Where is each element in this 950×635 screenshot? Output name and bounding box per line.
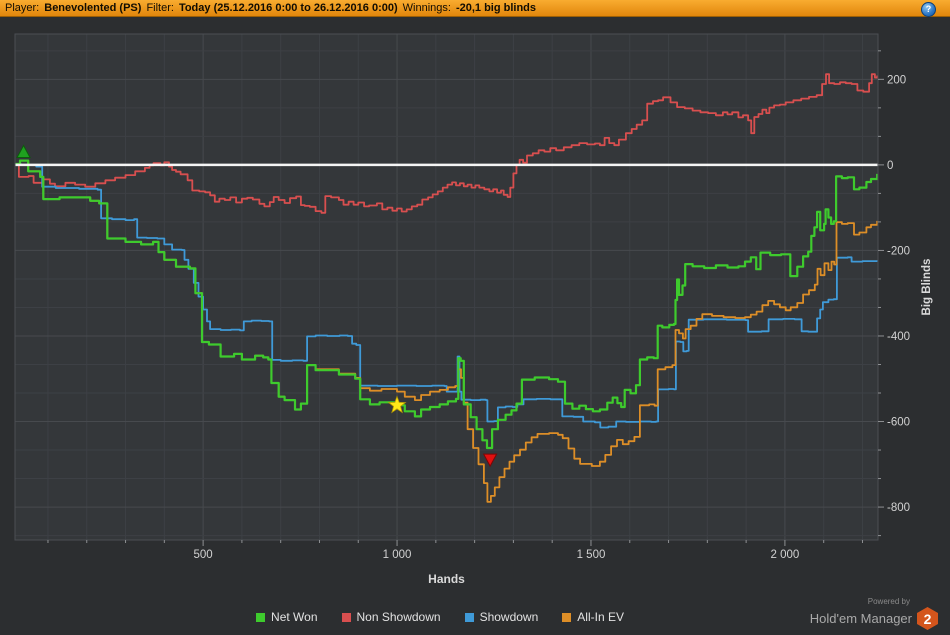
svg-text:Hands: Hands	[428, 572, 465, 586]
winnings-graph-canvas: 500 1 000 1 500 2 000 200 0 -200 -400 -600 -800 Ha…	[0, 18, 950, 600]
svg-text:-400: -400	[887, 331, 910, 343]
help-icon[interactable]: ?	[921, 2, 936, 17]
legend-label: Net Won	[271, 610, 318, 624]
svg-text:-600: -600	[887, 417, 910, 429]
brand-text: Hold'em Manager	[809, 611, 912, 626]
legend-label: All-In EV	[577, 610, 624, 624]
legend-label: Showdown	[479, 610, 539, 624]
graph-legend: Net Won Non Showdown Showdown All-In EV	[0, 610, 880, 624]
player-label: Player:	[5, 2, 40, 14]
svg-text:-200: -200	[887, 245, 910, 257]
player-value: Benevolented (PS)	[44, 2, 142, 14]
legend-item-all-in-ev: All-In EV	[562, 610, 624, 624]
graph-info-bar: Player: Benevolented (PS) Filter: Today …	[0, 0, 950, 17]
powered-by-text: Powered by	[867, 597, 910, 606]
winnings-label: Winnings:	[402, 2, 451, 14]
legend-item-net-won: Net Won	[256, 610, 318, 624]
filter-label: Filter:	[146, 2, 174, 14]
winnings-graph: 500 1 000 1 500 2 000 200 0 -200 -400 -600 -800 Ha…	[0, 18, 950, 600]
svg-text:1 500: 1 500	[577, 549, 606, 561]
svg-text:500: 500	[194, 549, 213, 561]
all-in-ev-swatch-icon	[562, 612, 572, 622]
filter-value: Today (25.12.2016 0:00 to 26.12.2016 0:0…	[178, 2, 398, 14]
winnings-value: -20,1 big blinds	[455, 2, 537, 14]
hm2-logo-icon: 2	[917, 607, 938, 630]
svg-text:200: 200	[887, 74, 906, 86]
svg-text:Big Blinds: Big Blinds	[921, 259, 933, 316]
svg-text:2 000: 2 000	[771, 549, 800, 561]
non-showdown-swatch-icon	[341, 612, 351, 622]
svg-text:1 000: 1 000	[383, 549, 412, 561]
svg-text:0: 0	[887, 160, 893, 172]
svg-text:-800: -800	[887, 502, 910, 514]
showdown-swatch-icon	[464, 612, 474, 622]
legend-item-non-showdown: Non Showdown	[341, 610, 441, 624]
powered-by-block: Powered by Hold'em Manager 2	[810, 597, 938, 630]
legend-item-showdown: Showdown	[464, 610, 539, 624]
legend-label: Non Showdown	[356, 610, 441, 624]
net-won-swatch-icon	[256, 612, 266, 622]
